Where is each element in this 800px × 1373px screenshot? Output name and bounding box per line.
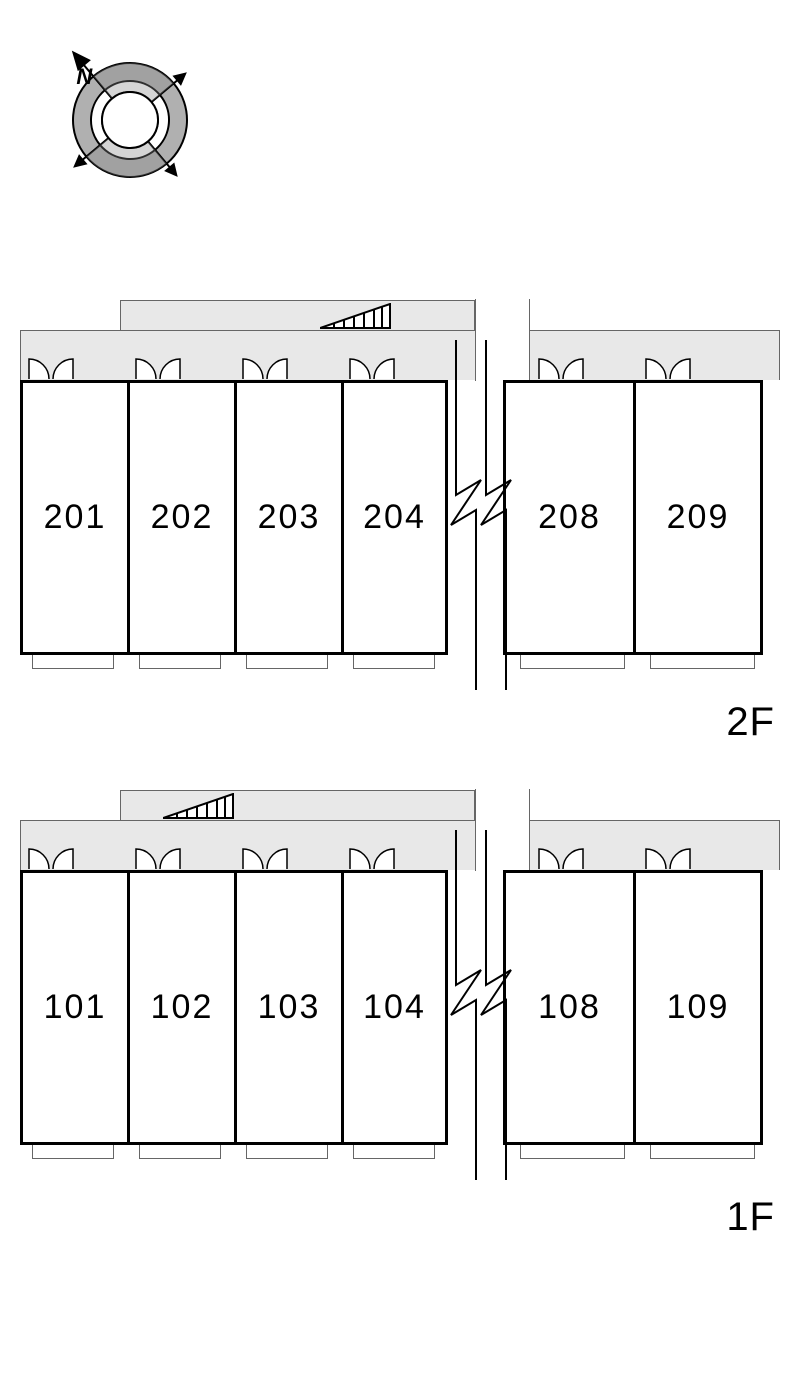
balcony: [32, 655, 114, 669]
unit-108: 108: [503, 870, 633, 1145]
door-icon: [349, 846, 395, 870]
floor-1f: 101 102 103 104 108 109: [20, 790, 780, 1165]
unit-label: 208: [538, 498, 601, 537]
floor-label-1f: 1F: [726, 1195, 775, 1240]
stairs-icon: [320, 303, 392, 329]
unit-label: 104: [363, 988, 426, 1027]
door-icon: [349, 356, 395, 380]
door-icon: [538, 356, 584, 380]
balcony: [139, 655, 221, 669]
unit-102: 102: [127, 870, 234, 1145]
balcony: [520, 1145, 625, 1159]
door-icon: [242, 846, 288, 870]
balcony: [246, 655, 328, 669]
door-icon: [135, 846, 181, 870]
balcony: [32, 1145, 114, 1159]
unit-208: 208: [503, 380, 633, 655]
break-mark-1f: [448, 870, 503, 1145]
balcony: [520, 655, 625, 669]
balcony: [353, 655, 435, 669]
balcony-row-2f: [20, 655, 780, 675]
corridor-2f: [20, 300, 780, 380]
units-row-2f: 201 202 203 204 208 209: [20, 380, 780, 655]
door-icon: [135, 356, 181, 380]
unit-label: 108: [538, 988, 601, 1027]
balcony: [246, 1145, 328, 1159]
door-icon: [645, 846, 691, 870]
unit-label: 202: [151, 498, 214, 537]
corridor-1f: [20, 790, 780, 870]
unit-109: 109: [633, 870, 763, 1145]
floor-label-2f: 2F: [726, 700, 775, 745]
unit-label: 109: [667, 988, 730, 1027]
unit-209: 209: [633, 380, 763, 655]
units-row-1f: 101 102 103 104 108 109: [20, 870, 780, 1145]
break-mark-2f: [448, 380, 503, 655]
unit-101: 101: [20, 870, 127, 1145]
compass-rose: N: [40, 30, 200, 195]
balcony: [650, 655, 755, 669]
door-icon: [645, 356, 691, 380]
door-icon: [538, 846, 584, 870]
floor-2f: 201 202 203 204 208 209: [20, 300, 780, 675]
unit-label: 209: [667, 498, 730, 537]
unit-202: 202: [127, 380, 234, 655]
unit-label: 101: [44, 988, 107, 1027]
balcony-row-1f: [20, 1145, 780, 1165]
unit-103: 103: [234, 870, 341, 1145]
corridor-bump-2f: [120, 300, 475, 331]
unit-label: 102: [151, 988, 214, 1027]
balcony: [139, 1145, 221, 1159]
balcony: [650, 1145, 755, 1159]
unit-201: 201: [20, 380, 127, 655]
balcony: [353, 1145, 435, 1159]
stairs-icon: [163, 793, 235, 819]
unit-label: 203: [258, 498, 321, 537]
door-icon: [28, 846, 74, 870]
door-icon: [242, 356, 288, 380]
unit-label: 201: [44, 498, 107, 537]
door-icon: [28, 356, 74, 380]
compass-n-label: N: [76, 64, 93, 89]
unit-label: 204: [363, 498, 426, 537]
unit-label: 103: [258, 988, 321, 1027]
unit-203: 203: [234, 380, 341, 655]
